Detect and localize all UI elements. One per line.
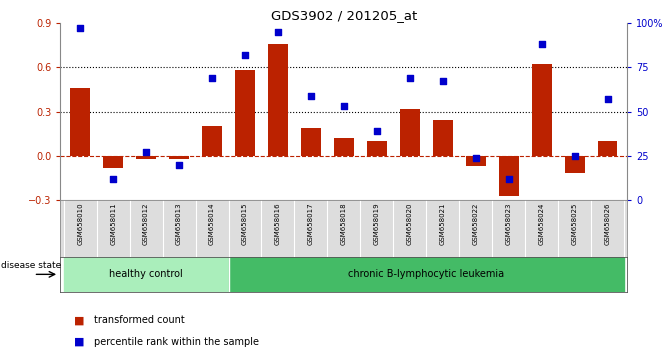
Text: GSM658017: GSM658017 xyxy=(308,203,314,245)
Point xyxy=(141,149,152,155)
Point xyxy=(372,128,382,134)
Point xyxy=(174,162,185,167)
Point xyxy=(536,41,547,47)
Point xyxy=(305,93,316,98)
Bar xyxy=(367,141,386,156)
Point xyxy=(405,75,415,81)
Text: GSM658024: GSM658024 xyxy=(539,203,545,245)
Text: GSM658012: GSM658012 xyxy=(143,203,149,245)
Bar xyxy=(136,156,156,159)
Bar xyxy=(565,156,584,173)
Bar xyxy=(103,156,123,167)
Bar xyxy=(598,141,617,156)
Bar xyxy=(169,156,189,159)
Title: GDS3902 / 201205_at: GDS3902 / 201205_at xyxy=(271,9,417,22)
Point xyxy=(503,176,514,182)
Bar xyxy=(466,156,486,166)
Text: GSM658014: GSM658014 xyxy=(209,203,215,245)
Bar xyxy=(70,88,90,156)
Bar xyxy=(532,64,552,156)
Text: GSM658019: GSM658019 xyxy=(374,203,380,245)
Text: disease state: disease state xyxy=(1,261,61,270)
Bar xyxy=(202,126,222,156)
Bar xyxy=(235,70,255,156)
Point xyxy=(240,52,250,58)
Point xyxy=(108,176,119,182)
Text: GSM658021: GSM658021 xyxy=(440,203,446,245)
Bar xyxy=(433,120,453,156)
Text: GSM658016: GSM658016 xyxy=(275,203,281,245)
Text: GSM658025: GSM658025 xyxy=(572,203,578,245)
Point xyxy=(437,79,448,84)
Text: GSM658013: GSM658013 xyxy=(176,203,182,245)
Text: GSM658020: GSM658020 xyxy=(407,203,413,245)
Point xyxy=(470,155,481,160)
Bar xyxy=(268,44,288,156)
Point xyxy=(603,96,613,102)
Text: GSM658015: GSM658015 xyxy=(242,203,248,245)
Bar xyxy=(64,257,229,292)
Text: ■: ■ xyxy=(74,315,85,325)
Text: transformed count: transformed count xyxy=(94,315,185,325)
Bar xyxy=(301,128,321,156)
Point xyxy=(569,153,580,159)
Text: GSM658022: GSM658022 xyxy=(473,203,478,245)
Bar xyxy=(229,257,624,292)
Bar xyxy=(400,109,419,156)
Point xyxy=(207,75,217,81)
Text: GSM658011: GSM658011 xyxy=(110,203,116,245)
Bar xyxy=(499,156,519,195)
Point xyxy=(272,29,283,35)
Point xyxy=(74,25,85,31)
Text: percentile rank within the sample: percentile rank within the sample xyxy=(94,337,259,347)
Text: healthy control: healthy control xyxy=(109,269,183,279)
Text: chronic B-lymphocytic leukemia: chronic B-lymphocytic leukemia xyxy=(348,269,505,279)
Point xyxy=(338,103,349,109)
Text: GSM658018: GSM658018 xyxy=(341,203,347,245)
Text: GSM658010: GSM658010 xyxy=(77,203,83,245)
Bar xyxy=(334,138,354,156)
Text: ■: ■ xyxy=(74,337,85,347)
Text: GSM658023: GSM658023 xyxy=(506,203,512,245)
Text: GSM658026: GSM658026 xyxy=(605,203,611,245)
